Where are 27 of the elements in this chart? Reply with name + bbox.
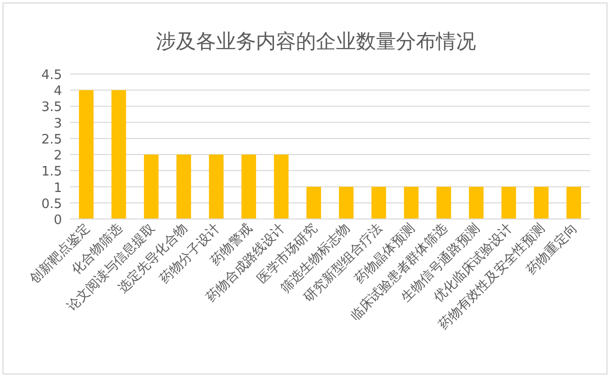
bar [241, 154, 256, 219]
bar [501, 186, 516, 219]
y-tick-label: 3 [54, 116, 62, 132]
y-tick-label: 4.5 [41, 68, 62, 83]
y-tick-label: 2.5 [41, 132, 62, 148]
y-tick-label: 1.5 [41, 164, 62, 180]
chart-title: 涉及各业务内容的企业数量分布情况 [156, 29, 476, 53]
bar [436, 186, 452, 219]
y-tick-label: 3.5 [41, 100, 62, 116]
bar [534, 186, 549, 219]
bar [208, 154, 224, 219]
bar [78, 90, 94, 219]
bar [404, 186, 419, 219]
y-tick-label: 0.5 [41, 196, 62, 212]
y-tick-label: 2 [54, 148, 62, 164]
bar [111, 90, 126, 219]
y-tick-label: 4 [54, 84, 62, 100]
bar [176, 154, 192, 219]
bar [144, 154, 159, 219]
bar [274, 154, 289, 219]
bar [306, 186, 322, 219]
bar [371, 186, 386, 219]
bar [566, 186, 582, 219]
bar [468, 186, 484, 219]
y-tick-label: 1 [54, 180, 62, 196]
bar [338, 186, 354, 219]
y-tick-label: 0 [54, 213, 62, 228]
